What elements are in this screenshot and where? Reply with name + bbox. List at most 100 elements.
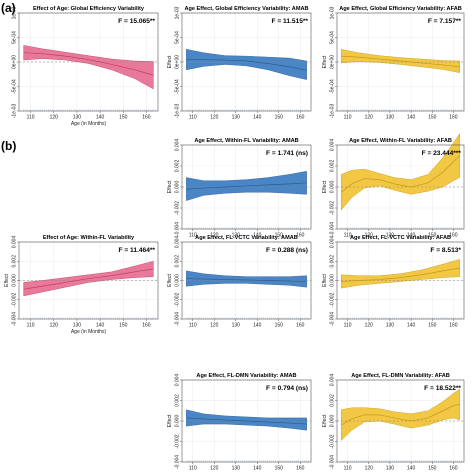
chart-title: Effect of Age: Within-FL Variability xyxy=(43,235,135,241)
fitted-line xyxy=(341,55,460,68)
charts-grid: Effect of Age: Global Efficiency Variabi… xyxy=(4,6,465,472)
f-statistic-label: F = 8.513* xyxy=(430,247,461,254)
x-tick-label: 120 xyxy=(210,466,219,472)
y-tick-label: 0.000 xyxy=(330,181,336,194)
f-statistic-label: F = 11.515** xyxy=(272,18,309,25)
y-tick-label: 0.002 xyxy=(175,160,181,173)
x-tick-label: 140 xyxy=(407,115,416,121)
x-tick-label: 160 xyxy=(449,466,458,472)
chart-a2: Age Effect, Global Efficiency Variabilit… xyxy=(167,6,312,121)
x-tick-label: 130 xyxy=(232,233,241,239)
x-tick-label: 140 xyxy=(407,323,416,329)
y-tick-label: 1e-03 xyxy=(12,6,18,19)
y-tick-label: -0.004 xyxy=(330,222,336,236)
x-tick-label: 160 xyxy=(296,323,305,329)
f-statistic-label: F = 1.741 (ns) xyxy=(266,150,308,157)
chart-title: Age Effect, Within-FL Variability: AFAB xyxy=(349,138,452,144)
x-tick-label: 130 xyxy=(73,115,82,121)
y-tick-label: -0.002 xyxy=(330,292,336,306)
x-tick-label: 110 xyxy=(344,466,352,472)
x-tick-label: 150 xyxy=(119,323,128,329)
x-tick-label: 160 xyxy=(449,233,458,239)
y-tick-label: -0.004 xyxy=(175,222,181,236)
y-tick-label: -0.004 xyxy=(175,312,181,326)
chart-title: Age Effect, FL-DMN Variability: AFAB xyxy=(351,373,450,379)
panel-label-b: (b) xyxy=(1,139,16,153)
y-tick-label: 0.004 xyxy=(175,236,181,249)
x-tick-label: 120 xyxy=(210,233,219,239)
f-statistic-label: F = 7.157** xyxy=(428,18,462,25)
chart-b8: Age Effect, FL-DMN Variability: AMAB F = … xyxy=(167,373,312,472)
y-tick-label: -0.002 xyxy=(330,201,336,215)
x-tick-label: 110 xyxy=(189,323,197,329)
x-tick-label: 120 xyxy=(365,466,374,472)
y-tick-label: 5e-04 xyxy=(12,31,18,44)
x-axis-label: Age (in Months) xyxy=(71,121,107,127)
x-tick-label: 140 xyxy=(253,233,262,239)
fitted-line xyxy=(186,417,307,425)
y-tick-label: 5e-04 xyxy=(175,31,181,44)
y-tick-label: 0.002 xyxy=(330,255,336,268)
x-tick-label: 130 xyxy=(386,323,395,329)
y-tick-label: 0.000 xyxy=(330,274,336,287)
chart-title: Age Effect, FL-DMN Variability: AMAB xyxy=(196,373,296,379)
y-tick-label: -0.002 xyxy=(175,292,181,306)
y-tick-label: 0.002 xyxy=(175,255,181,268)
confidence-band xyxy=(341,388,460,441)
y-axis-label: Effect xyxy=(167,180,173,193)
x-tick-label: 150 xyxy=(428,115,437,121)
x-tick-label: 120 xyxy=(365,115,374,121)
x-tick-label: 120 xyxy=(50,115,59,121)
y-tick-label: 5e-04 xyxy=(330,31,336,44)
confidence-band xyxy=(186,270,307,288)
y-axis-label: Effect xyxy=(322,55,328,68)
confidence-band xyxy=(186,49,307,80)
y-axis-label: Effect xyxy=(322,180,328,193)
x-tick-label: 110 xyxy=(189,115,197,121)
confidence-band xyxy=(186,409,307,431)
y-axis-label: Effect xyxy=(4,274,10,287)
y-tick-label: -0.004 xyxy=(330,455,336,469)
x-tick-label: 130 xyxy=(386,466,395,472)
f-statistic-label: F = 23.444*** xyxy=(422,150,462,157)
y-tick-label: -1e-03 xyxy=(175,104,181,119)
y-tick-label: 0.004 xyxy=(175,139,181,152)
x-tick-label: 150 xyxy=(428,233,437,239)
y-tick-label: 0e+00 xyxy=(12,55,18,69)
y-tick-label: 0.000 xyxy=(175,274,181,287)
x-tick-label: 140 xyxy=(96,115,105,121)
confidence-band xyxy=(341,132,460,211)
y-tick-label: -0.002 xyxy=(12,292,18,306)
y-tick-label: 0.004 xyxy=(330,236,336,249)
y-tick-label: 0.004 xyxy=(12,236,18,249)
x-axis-label: Age (in Months) xyxy=(71,329,107,335)
x-tick-label: 150 xyxy=(275,466,284,472)
x-tick-label: 160 xyxy=(296,115,305,121)
chart-title: Age Effect, Global Efficiency Variabilit… xyxy=(339,6,462,12)
y-tick-label: 0.002 xyxy=(175,394,181,407)
y-tick-label: 0.000 xyxy=(12,274,18,287)
x-tick-label: 110 xyxy=(344,233,352,239)
chart-title: Age Effect, Global Efficiency Variabilit… xyxy=(184,6,308,12)
chart-a1: Effect of Age: Global Efficiency Variabi… xyxy=(12,6,159,127)
x-tick-label: 140 xyxy=(253,323,262,329)
x-tick-label: 120 xyxy=(365,233,374,239)
y-tick-label: 0.004 xyxy=(330,139,336,152)
y-tick-label: -0.004 xyxy=(330,312,336,326)
chart-b2: Age Effect, Within-FL Variability: AMAB F… xyxy=(167,138,312,239)
x-tick-label: 130 xyxy=(73,323,82,329)
y-tick-label: 1e-03 xyxy=(330,6,336,19)
chart-b3: Age Effect, Within-FL Variability: AFAB F… xyxy=(322,132,465,239)
x-tick-label: 160 xyxy=(142,115,151,121)
fitted-line xyxy=(186,59,307,71)
x-tick-label: 110 xyxy=(189,233,197,239)
y-axis-label: Effect xyxy=(167,274,173,287)
x-tick-label: 130 xyxy=(386,233,395,239)
y-tick-label: 0.000 xyxy=(175,415,181,428)
fitted-line xyxy=(341,155,461,193)
f-statistic-label: F = 18.522** xyxy=(424,385,461,392)
y-tick-label: -0.002 xyxy=(330,434,336,448)
fitted-line xyxy=(186,278,307,282)
chart-b9: Age Effect, FL-DMN Variability: AFAB F = … xyxy=(322,373,465,472)
